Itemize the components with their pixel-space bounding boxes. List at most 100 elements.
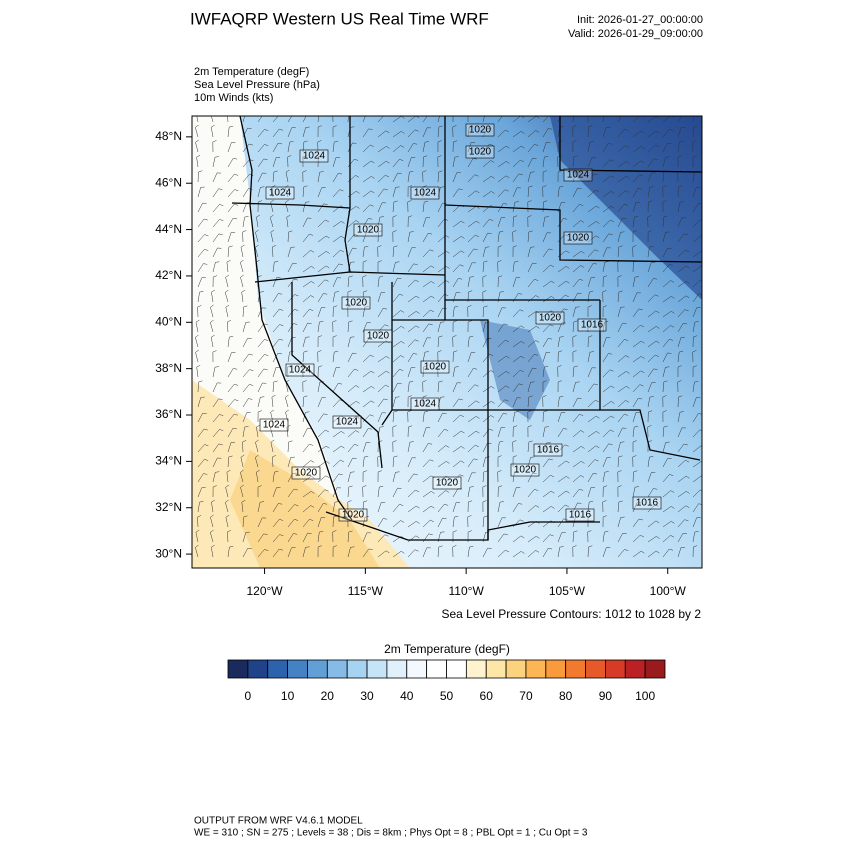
wind-barb — [272, 455, 277, 468]
wind-barb — [542, 534, 554, 543]
wind-barb — [302, 233, 314, 243]
contour-label-box — [299, 149, 329, 163]
wind-barb — [647, 425, 652, 438]
wind-barb — [377, 502, 386, 513]
wind-barb — [242, 515, 248, 528]
wind-barb — [287, 246, 295, 258]
wind-barb — [227, 399, 239, 408]
wind-barb — [617, 485, 622, 498]
wind-barb — [302, 201, 310, 213]
wind-barb — [195, 544, 199, 558]
wind-barb — [317, 413, 328, 423]
wind-barb — [257, 200, 263, 213]
wind-barb — [662, 156, 670, 168]
wind-barb — [392, 261, 400, 273]
wind-barb — [362, 128, 373, 138]
coastline — [239, 116, 353, 521]
wind-barb — [617, 532, 627, 543]
wind-barb — [227, 455, 233, 468]
wind-barb — [602, 233, 613, 243]
wind-barb — [572, 125, 577, 138]
wind-barb — [437, 517, 447, 528]
wind-barb — [512, 425, 518, 438]
wind-barb — [587, 320, 592, 333]
colorbar-box — [307, 659, 328, 679]
wind-barb — [225, 274, 230, 288]
wind-barb — [602, 353, 613, 363]
wind-barb — [392, 186, 400, 198]
wind-barb — [632, 130, 645, 138]
wind-barb — [677, 443, 688, 453]
wind-barb — [587, 220, 600, 228]
wind-barb — [242, 384, 254, 393]
wind-barb — [272, 503, 283, 513]
wind-barb — [527, 157, 537, 168]
wind-barb — [437, 531, 445, 543]
wind-barb — [632, 425, 639, 438]
wind-barb — [677, 140, 684, 153]
wind-barb — [497, 370, 510, 378]
wind-barb — [287, 488, 298, 498]
wind-barb — [452, 335, 457, 348]
wind-barb — [542, 505, 555, 513]
wind-barb — [662, 264, 674, 273]
wind-barb — [407, 310, 420, 318]
wind-barb — [362, 322, 371, 333]
wind-barb — [407, 325, 420, 333]
wind-barb — [437, 475, 450, 483]
contour-label-box — [577, 318, 607, 332]
contour-label: 1024 — [263, 420, 286, 431]
wind-barb — [467, 305, 472, 318]
wind-barb — [677, 395, 683, 408]
wind-barb — [587, 305, 592, 317]
wind-barb — [587, 125, 593, 138]
wind-barb — [377, 470, 382, 483]
cold-area — [550, 116, 702, 300]
wind-barb — [212, 204, 224, 213]
state-border — [444, 204, 702, 263]
contour-label: 1016 — [636, 498, 659, 509]
wind-barb — [557, 170, 562, 183]
wind-barb — [392, 396, 400, 408]
wind-barb — [647, 172, 656, 183]
wind-barb — [632, 215, 639, 228]
wind-barb — [347, 352, 357, 363]
wind-barb — [407, 215, 413, 228]
wind-barb — [587, 189, 600, 198]
wind-barb — [692, 125, 698, 138]
wind-barb — [332, 473, 343, 483]
wind-barb — [677, 116, 682, 123]
wind-barb — [362, 306, 369, 318]
wind-barb — [407, 457, 416, 468]
wind-barb — [407, 549, 419, 558]
wind-barb — [422, 337, 431, 348]
wind-barb — [332, 515, 338, 528]
wind-barb — [257, 116, 263, 123]
wind-barb — [602, 515, 607, 528]
wind-barb — [602, 175, 615, 183]
wind-barb — [572, 278, 584, 288]
wind-barb — [572, 187, 582, 198]
wind-barb — [270, 424, 274, 438]
wind-barb — [617, 339, 629, 348]
wind-barb — [392, 200, 398, 213]
wind-barb — [197, 234, 209, 243]
wind-barb — [317, 475, 330, 483]
wind-barb — [467, 545, 474, 558]
wind-barb — [332, 501, 339, 513]
wind-barb — [602, 290, 607, 303]
wind-barb — [256, 424, 260, 438]
colorbar-box — [426, 659, 447, 679]
wind-barb — [647, 186, 654, 198]
wind-barb — [257, 485, 262, 497]
wind-barb — [542, 338, 553, 348]
wind-barb — [482, 127, 492, 138]
wind-barb — [197, 202, 207, 213]
wind-barb — [362, 354, 374, 363]
wind-barb — [285, 169, 290, 183]
wind-barb — [392, 455, 398, 468]
wind-barb — [512, 145, 525, 153]
wind-barb — [632, 145, 645, 153]
wind-barb — [497, 307, 506, 318]
